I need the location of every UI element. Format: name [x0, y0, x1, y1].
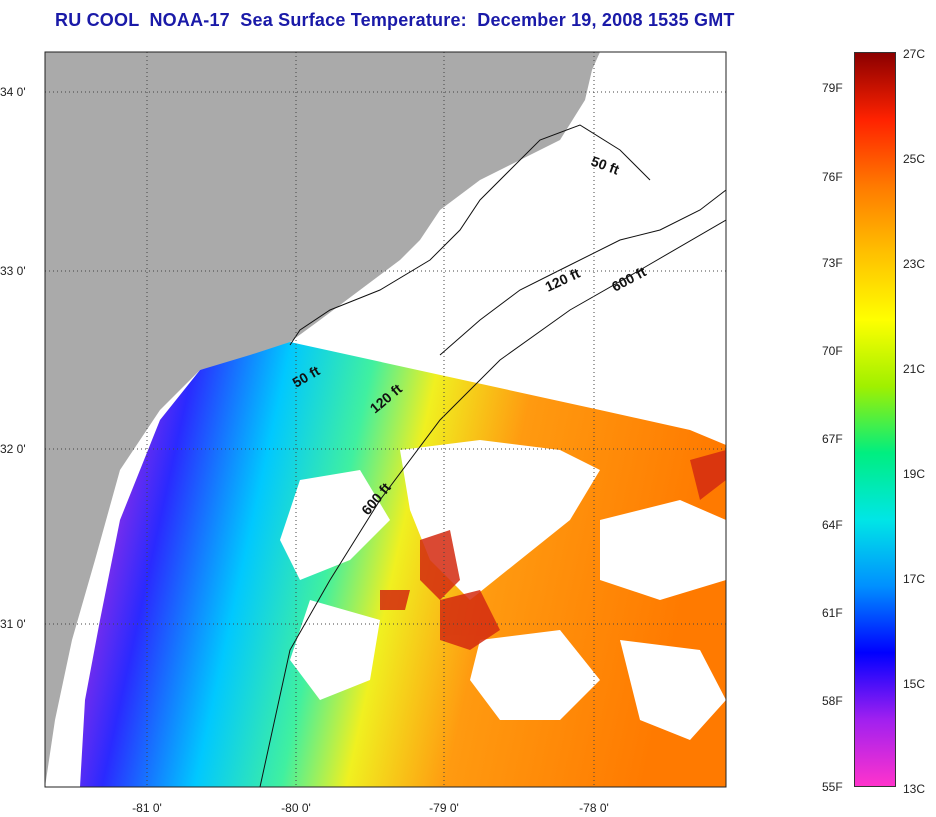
colorbar-c-label: 27C: [903, 47, 926, 61]
colorbar-f-label: 55F: [822, 780, 843, 794]
lon-label: -81 0': [132, 801, 162, 815]
colorbar-c-label: 21C: [903, 362, 926, 376]
lat-label: 31 0': [0, 617, 26, 631]
colorbar-f-label: 76F: [822, 170, 843, 184]
colorbar-c-label: 13C: [903, 782, 926, 796]
lon-label: -80 0': [281, 801, 311, 815]
lon-label: -79 0': [429, 801, 459, 815]
colorbar-f-label: 58F: [822, 694, 843, 708]
lon-label: -78 0': [579, 801, 609, 815]
graticule: [45, 52, 726, 787]
lat-label: 32 0': [0, 442, 26, 456]
colorbar-c-label: 23C: [903, 257, 926, 271]
colorbar: [854, 52, 896, 787]
colorbar-f-label: 70F: [822, 344, 843, 358]
colorbar-c-label: 19C: [903, 467, 926, 481]
map-title: RU COOL NOAA-17 Sea Surface Temperature:…: [55, 10, 735, 30]
colorbar-c-label: 15C: [903, 677, 926, 691]
colorbar-f-label: 61F: [822, 606, 843, 620]
colorbar-f-label: 73F: [822, 256, 843, 270]
colorbar-c-label: 25C: [903, 152, 926, 166]
lat-label: 34 0': [0, 85, 26, 99]
map-border: [44, 51, 727, 788]
colorbar-c-label: 17C: [903, 572, 926, 586]
warm-patches: [380, 450, 726, 650]
isobath-lines: [259, 124, 726, 787]
land-mass: [45, 52, 600, 787]
colorbar-f-label: 64F: [822, 518, 843, 532]
lat-label: 33 0': [0, 264, 26, 278]
colorbar-f-label: 79F: [822, 81, 843, 95]
colorbar-f-label: 67F: [822, 432, 843, 446]
